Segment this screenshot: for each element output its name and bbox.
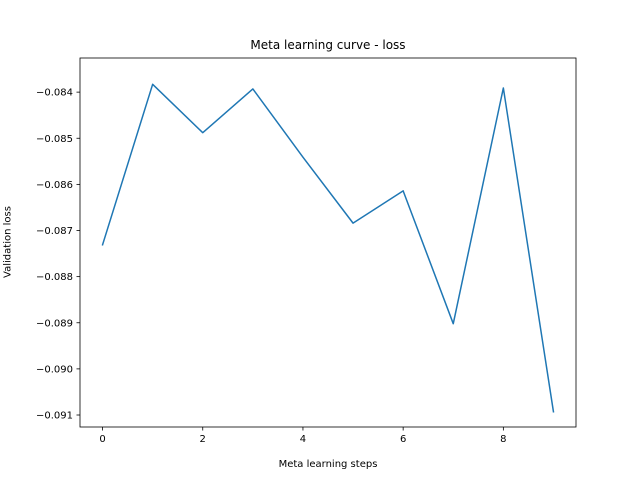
y-axis-label: Validation loss	[3, 206, 14, 278]
y-tick-label: −0.089	[36, 318, 73, 329]
axes-frame	[79, 57, 577, 428]
y-tick-label: −0.086	[36, 180, 73, 191]
y-tick-label: −0.088	[36, 272, 73, 283]
y-tick-label: −0.091	[36, 411, 73, 422]
y-tick-label: −0.087	[36, 226, 73, 237]
x-tick-label: 2	[200, 434, 206, 445]
series-line	[101, 83, 555, 413]
y-tick-label: −0.084	[36, 88, 73, 99]
x-tick-label: 0	[99, 434, 105, 445]
x-tick-label: 8	[500, 434, 506, 445]
plot-area: 0 2 4 6 8 −0.084 −0.085 −0.086 −0.087 −0.088 −0.08…	[36, 57, 577, 445]
chart-title: Meta learning curve - loss	[250, 38, 405, 52]
x-tick-label: 6	[400, 434, 406, 445]
y-tick-label: −0.090	[36, 364, 73, 375]
x-axis-label: Meta learning steps	[279, 459, 378, 470]
x-tick-label: 4	[300, 434, 306, 445]
y-tick-label: −0.085	[36, 134, 73, 145]
